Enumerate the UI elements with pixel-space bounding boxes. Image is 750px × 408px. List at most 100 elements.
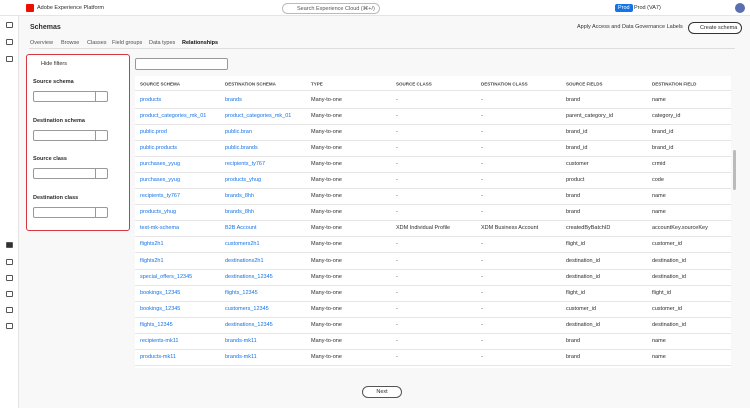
tab[interactable]: Relationships xyxy=(182,40,219,46)
org-badge[interactable]: Prod xyxy=(615,4,633,12)
table-cell[interactable]: purchases_yyug xyxy=(140,177,181,183)
column-header[interactable]: DESTINATION FIELD xyxy=(652,81,697,87)
table-cell[interactable]: purchases_yyug xyxy=(140,160,181,167)
table-cell[interactable]: brands xyxy=(225,96,242,103)
table-cell: - xyxy=(396,289,398,296)
nav-icon[interactable] xyxy=(6,242,13,248)
table-cell: customer_id xyxy=(652,241,682,248)
nav-icon[interactable] xyxy=(6,275,13,281)
table-cell[interactable]: recipients_ty767 xyxy=(225,160,266,167)
table-cell: customer xyxy=(566,160,589,167)
table-cell[interactable]: flights_12345 xyxy=(140,321,173,328)
table-cell: - xyxy=(396,177,398,183)
table-cell: destination_id xyxy=(652,321,686,328)
table-cell[interactable]: products-mk11 xyxy=(140,354,176,361)
table-cell: - xyxy=(396,144,398,151)
table-cell: Many-to-one xyxy=(311,257,342,264)
table-cell[interactable]: product_categories_mk_01 xyxy=(140,112,207,119)
table-cell[interactable]: bookings_12345 xyxy=(140,289,181,296)
scrollbar[interactable] xyxy=(733,150,736,190)
table-cell[interactable]: brands_8hh xyxy=(225,193,255,200)
column-header[interactable]: DESTINATION CLASS xyxy=(481,81,528,87)
table-cell: - xyxy=(396,128,398,135)
tab[interactable]: Data types xyxy=(149,40,176,46)
table-cell: parent_category_id xyxy=(566,112,614,119)
row-divider xyxy=(135,220,731,222)
table-cell[interactable]: brands-mk11 xyxy=(225,338,257,344)
next-button[interactable]: Next xyxy=(362,386,402,398)
filter-select[interactable] xyxy=(33,168,108,179)
filter-label: Destination class xyxy=(33,194,79,201)
avatar[interactable] xyxy=(735,3,745,13)
table-cell: - xyxy=(396,273,398,280)
search[interactable]: Search Experience Cloud (⌘+/) xyxy=(282,3,380,14)
table-cell[interactable]: products xyxy=(140,96,162,103)
table-cell[interactable]: bookings_12345 xyxy=(140,305,181,312)
row-divider xyxy=(135,316,731,318)
nav-icon[interactable] xyxy=(6,56,13,62)
nav-icon[interactable] xyxy=(6,39,13,45)
row-divider xyxy=(135,284,731,286)
action[interactable]: Apply Access and Data Governance Labels xyxy=(577,24,683,30)
nav-icon[interactable] xyxy=(6,259,13,265)
filter-select[interactable] xyxy=(33,206,108,218)
table-cell: Many-to-one xyxy=(311,273,342,280)
table-cell[interactable]: recipients_ty767 xyxy=(140,193,181,200)
table-cell[interactable]: flights2h1 xyxy=(140,241,164,248)
tab[interactable]: Classes xyxy=(87,40,107,46)
tab[interactable]: Browse xyxy=(61,40,80,46)
table-cell[interactable]: special_offers_12345 xyxy=(140,273,193,280)
column-header[interactable]: SOURCE CLASS xyxy=(396,81,432,87)
tab[interactable]: Overview xyxy=(30,40,53,46)
table-cell: Many-to-one xyxy=(311,289,342,296)
row-divider xyxy=(135,365,731,367)
table-cell[interactable]: test-mk-schema xyxy=(140,225,180,232)
column-header[interactable]: TYPE xyxy=(311,81,323,87)
filter-toggle[interactable]: Hide filters xyxy=(41,61,67,67)
row-divider xyxy=(135,349,731,350)
table-cell: - xyxy=(396,354,398,361)
table-cell[interactable]: flights2h1 xyxy=(140,257,164,264)
table-cell: destination_id xyxy=(652,257,686,264)
tab[interactable]: Field groups xyxy=(112,40,143,46)
table-cell[interactable]: flights_12345 xyxy=(225,289,258,296)
org[interactable]: Prod (VA7) xyxy=(634,5,661,11)
logo xyxy=(26,4,34,12)
nav-icon[interactable] xyxy=(6,307,13,313)
table-cell[interactable]: customers2h1 xyxy=(225,241,260,248)
table-cell[interactable]: customers_12345 xyxy=(225,305,269,312)
table-cell[interactable]: destinations_12345 xyxy=(225,273,273,280)
table-cell[interactable]: destinations2h1 xyxy=(225,257,264,264)
table-cell: product xyxy=(566,177,585,183)
table-cell: - xyxy=(481,209,483,216)
table-cell: name xyxy=(652,193,666,200)
table-cell[interactable]: product_categories_mk_01 xyxy=(225,112,292,119)
table-cell: crmid xyxy=(652,160,666,167)
table-cell: - xyxy=(396,338,398,344)
table-cell[interactable]: products_yhug xyxy=(225,177,262,183)
table-cell[interactable]: public.bran xyxy=(225,128,252,135)
table-cell[interactable]: brands_8hh xyxy=(225,209,255,216)
table-cell[interactable]: destinations_12345 xyxy=(225,321,273,328)
table-cell[interactable]: products_yhug xyxy=(140,209,177,216)
table-cell[interactable]: public.prod xyxy=(140,128,167,135)
table-cell[interactable]: public.brands xyxy=(225,144,258,151)
filter-select[interactable] xyxy=(33,129,108,141)
filter-select[interactable] xyxy=(33,91,108,102)
table-cell[interactable]: recipients-mk11 xyxy=(140,338,179,344)
nav-icon[interactable] xyxy=(6,22,13,28)
column-header[interactable]: DESTINATION SCHEMA xyxy=(225,81,276,87)
page-title: Schemas xyxy=(30,24,61,31)
nav-icon[interactable] xyxy=(6,323,13,329)
table-cell[interactable]: public.products xyxy=(140,144,177,151)
table-cell: - xyxy=(396,193,398,200)
table-cell[interactable]: B2B Account xyxy=(225,225,257,232)
nav-icon[interactable] xyxy=(6,291,13,297)
column-header[interactable]: SOURCE FIELDS xyxy=(566,81,603,87)
create-button[interactable]: Create schema xyxy=(688,22,743,34)
table-cell: - xyxy=(396,305,398,312)
column-header[interactable]: SOURCE SCHEMA xyxy=(140,81,181,87)
table-cell[interactable]: brands-mk11 xyxy=(225,354,257,361)
table-search[interactable] xyxy=(135,58,228,70)
table-cell: - xyxy=(481,305,483,312)
